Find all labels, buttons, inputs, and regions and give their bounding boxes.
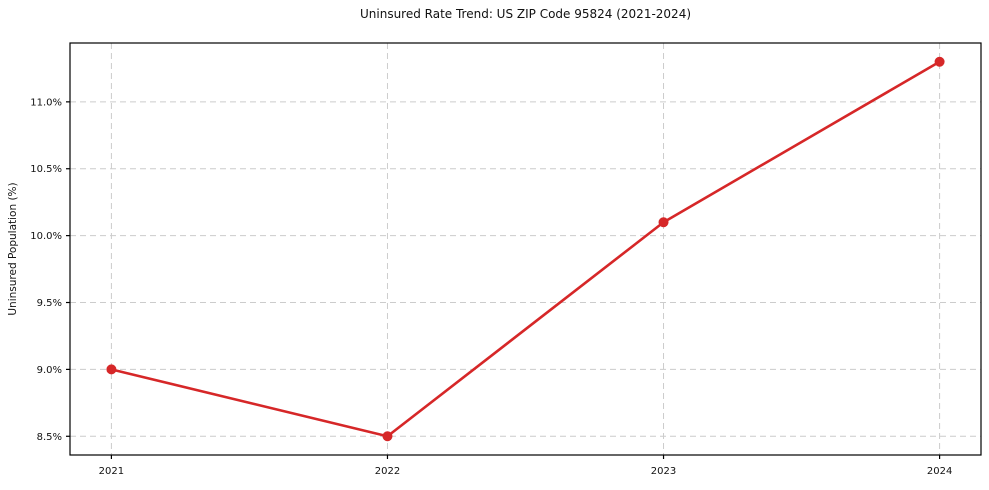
- y-tick-label: 9.0%: [37, 365, 62, 376]
- x-tick-label: 2024: [927, 466, 952, 477]
- trend-line: [110, 60, 941, 438]
- y-tick-label: 9.5%: [37, 298, 62, 309]
- x-tick-label: 2023: [651, 466, 676, 477]
- data-point-marker: [382, 431, 393, 442]
- y-tick-label: 10.5%: [30, 164, 62, 175]
- x-tick-label: 2021: [99, 466, 124, 477]
- data-point-marker: [658, 217, 669, 228]
- x-tick-label: 2022: [375, 466, 400, 477]
- data-point-marker: [106, 364, 117, 375]
- y-tick-label: 11.0%: [30, 97, 62, 108]
- plot-border: [69, 42, 982, 456]
- data-point-marker: [934, 56, 945, 67]
- y-tick-label: 8.5%: [37, 432, 62, 443]
- y-tick-label: 10.0%: [30, 231, 62, 242]
- chart-title: Uninsured Rate Trend: US ZIP Code 95824 …: [359, 7, 692, 21]
